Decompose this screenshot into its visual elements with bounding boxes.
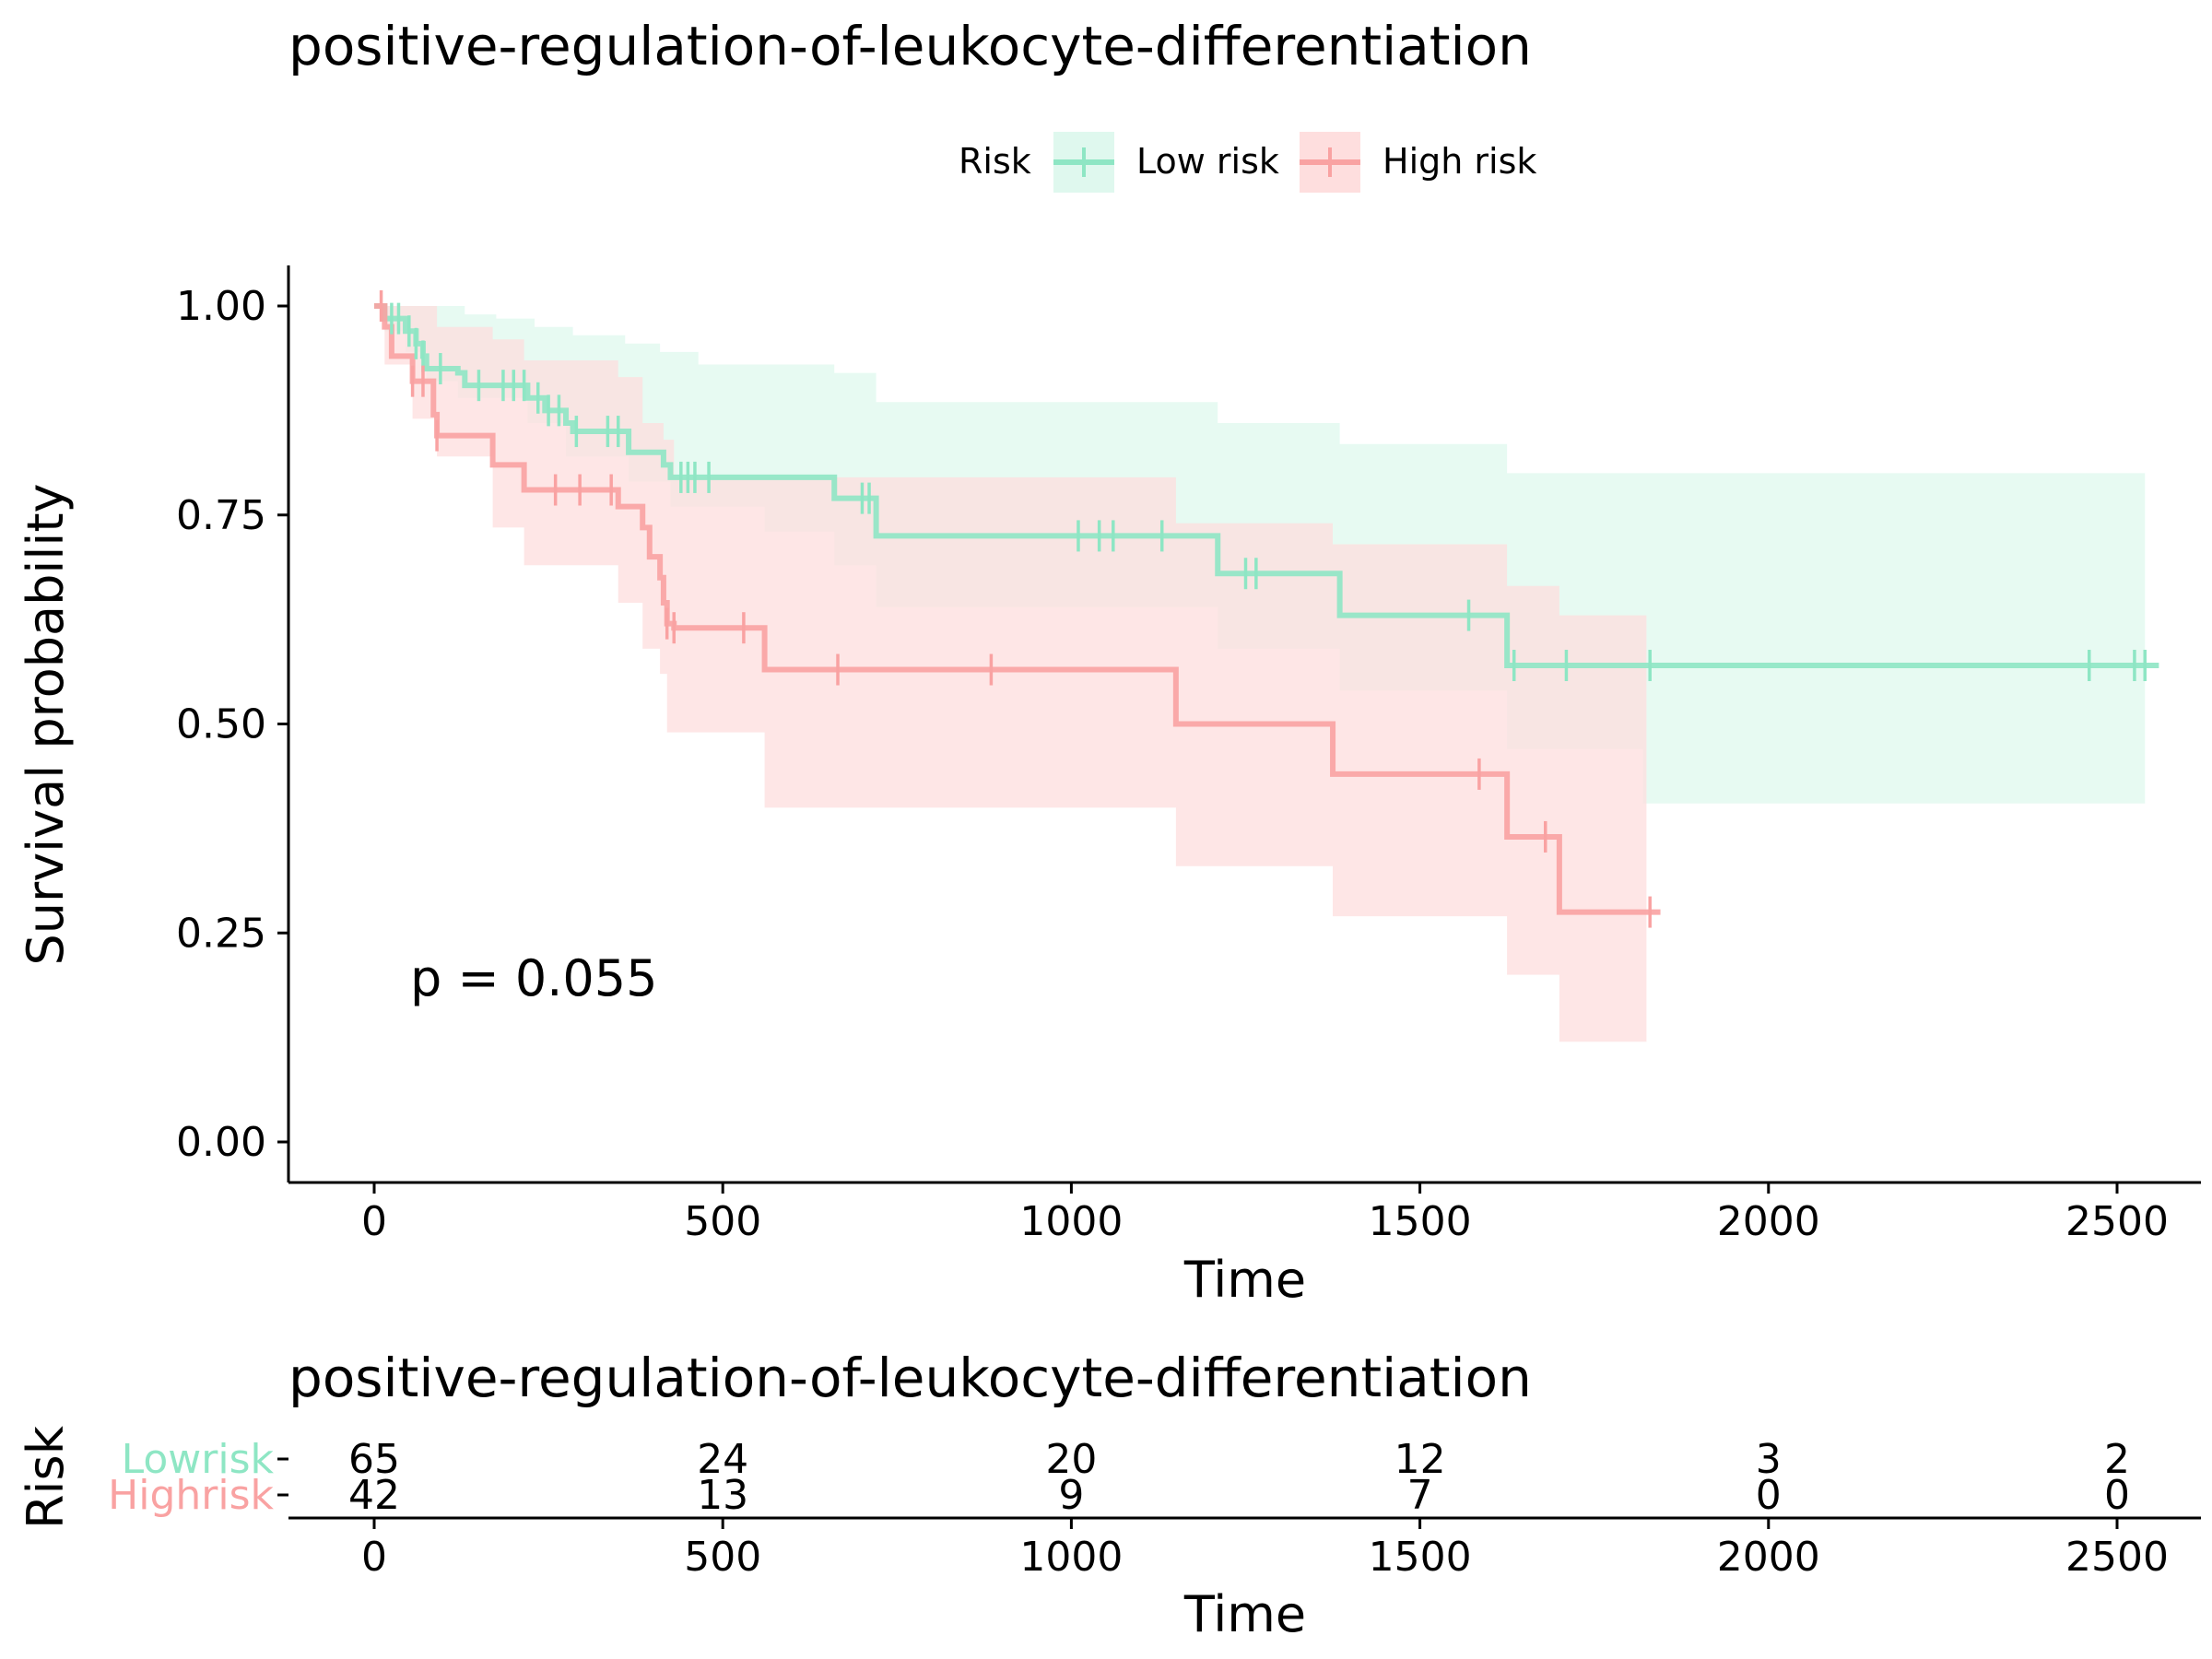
y-tick-label: 0.25 xyxy=(176,910,266,957)
risk-count-cell: 0 xyxy=(2104,1472,2130,1519)
censor-marks xyxy=(379,290,2147,928)
x-tick-label: 0 xyxy=(361,1198,387,1245)
confidence-band-high-risk xyxy=(374,306,1647,1042)
y-axis-ticks: 0.00 0.25 0.50 0.75 1.00 xyxy=(176,283,288,1166)
risk-count-cell: 7 xyxy=(1407,1472,1433,1519)
x-tick-label: 2000 xyxy=(1717,1198,1820,1245)
risk-count-cell: 24 xyxy=(697,1436,748,1483)
legend-label-high-risk: High risk xyxy=(1382,141,1536,182)
legend: Risk Low risk High risk xyxy=(959,132,1536,193)
risk-row-label: Highrisk xyxy=(108,1472,274,1519)
risk-count-cell: 42 xyxy=(348,1472,400,1519)
risk-x-tick-label: 500 xyxy=(684,1534,761,1581)
legend-label-low-risk: Low risk xyxy=(1136,141,1279,182)
p-value-annotation: p = 0.055 xyxy=(410,949,657,1007)
y-tick-label: 0.75 xyxy=(176,492,266,539)
risk-count-cell: 65 xyxy=(348,1436,400,1483)
y-axis-title: Survival probability xyxy=(17,484,75,966)
risk-count-cell: 12 xyxy=(1394,1436,1446,1483)
risk-table-x-ticks: 0 500 1000 1500 2000 2500 xyxy=(361,1518,2169,1581)
confidence-bands xyxy=(374,306,2146,1042)
risk-table-y-title: Risk xyxy=(17,1425,75,1529)
x-tick-label: 1500 xyxy=(1369,1198,1472,1245)
risk-x-tick-label: 2500 xyxy=(2065,1534,2169,1581)
risk-count-cell: 2 xyxy=(2104,1436,2130,1483)
risk-table: positive-regulation-of-leukocyte-differe… xyxy=(17,1347,2201,1643)
risk-row-label: Lowrisk xyxy=(122,1436,275,1483)
plot-title: positive-regulation-of-leukocyte-differe… xyxy=(288,15,1532,77)
risk-count-cell: 0 xyxy=(1756,1472,1782,1519)
risk-count-cell: 3 xyxy=(1756,1436,1782,1483)
km-plot: 0.00 0.25 0.50 0.75 1.00 0 500 1000 1500 2000 250… xyxy=(17,265,2201,1309)
legend-title: Risk xyxy=(959,141,1031,182)
risk-table-cells: Lowrisk 65 24 20 12 3 2 Highrisk 42 13 9 7 0 0 xyxy=(108,1436,2130,1519)
survival-curve-low-risk xyxy=(374,303,2159,669)
risk-table-x-title: Time xyxy=(1183,1585,1306,1643)
x-tick-label: 1000 xyxy=(1019,1198,1123,1245)
y-tick-label: 0.50 xyxy=(176,701,266,748)
risk-count-cell: 13 xyxy=(697,1472,748,1519)
risk-table-title: positive-regulation-of-leukocyte-differe… xyxy=(288,1347,1532,1409)
x-axis-title: Time xyxy=(1183,1251,1306,1309)
x-tick-label: 500 xyxy=(684,1198,761,1245)
y-tick-label: 0.00 xyxy=(176,1119,266,1166)
x-axis-ticks: 0 500 1000 1500 2000 2500 xyxy=(361,1182,2169,1245)
risk-count-cell: 20 xyxy=(1045,1436,1097,1483)
risk-x-tick-label: 1500 xyxy=(1369,1534,1472,1581)
risk-x-tick-label: 0 xyxy=(361,1534,387,1581)
y-tick-label: 1.00 xyxy=(176,283,266,330)
risk-x-tick-label: 2000 xyxy=(1717,1534,1820,1581)
x-tick-label: 2500 xyxy=(2065,1198,2169,1245)
risk-count-cell: 9 xyxy=(1058,1472,1084,1519)
risk-x-tick-label: 1000 xyxy=(1019,1534,1123,1581)
